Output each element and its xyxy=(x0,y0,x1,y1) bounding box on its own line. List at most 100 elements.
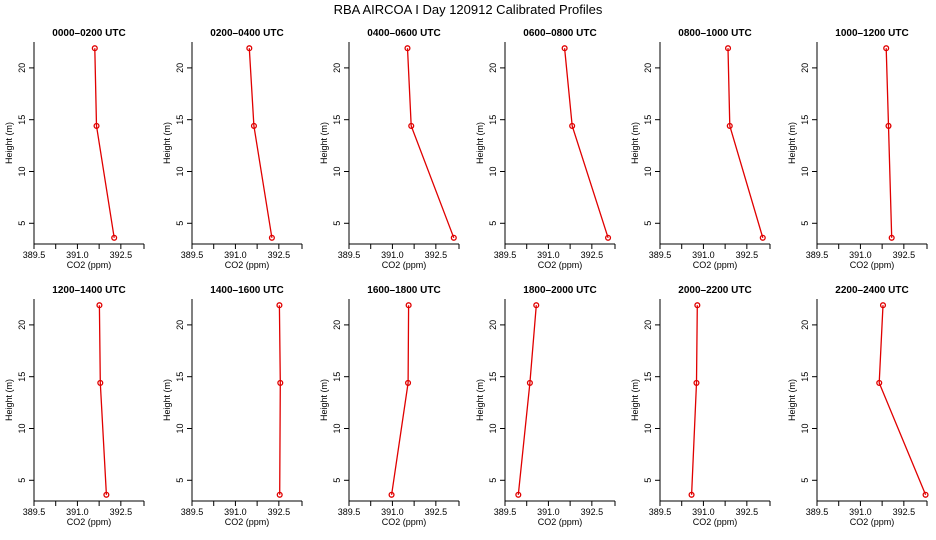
x-axis-label: CO2 (ppm) xyxy=(225,260,270,270)
panel-title: 2200–2400 UTC xyxy=(835,285,908,296)
y-axis-label: Height (m) xyxy=(475,122,485,164)
y-axis-label: Height (m) xyxy=(4,122,14,164)
series-line xyxy=(390,305,410,495)
y-tick-label: 20 xyxy=(488,63,498,73)
x-axis-label: CO2 (ppm) xyxy=(693,517,738,527)
y-tick-label: 15 xyxy=(332,115,342,125)
data-point xyxy=(276,491,283,498)
y-axis-label: Height (m) xyxy=(162,379,172,421)
y-tick-label: 15 xyxy=(800,372,810,382)
data-point xyxy=(268,234,275,241)
panel: 2000–2200 UTC 389.5 391.0 392.5 5 10 15 20 CO2 (… xyxy=(630,285,771,527)
x-axis-label: CO2 (ppm) xyxy=(850,517,895,527)
x-tick-label: 391.0 xyxy=(224,250,247,260)
y-tick-label: 5 xyxy=(643,478,653,483)
y-tick-label: 5 xyxy=(800,478,810,483)
panel-title: 0200–0400 UTC xyxy=(210,28,283,39)
panel-grid: 0000–0200 UTC 389.5 391.0 392.5 5 10 15 20 CO2 (… xyxy=(4,28,929,527)
y-axis-label: Height (m) xyxy=(787,122,797,164)
y-tick-label: 20 xyxy=(488,320,498,330)
x-tick-label: 392.5 xyxy=(268,250,291,260)
data-point xyxy=(759,234,766,241)
y-tick-label: 15 xyxy=(17,372,27,382)
x-tick-label: 391.0 xyxy=(849,250,872,260)
y-tick-label: 5 xyxy=(643,221,653,226)
y-tick-label: 10 xyxy=(800,423,810,433)
y-tick-label: 10 xyxy=(175,423,185,433)
y-axis-label: Height (m) xyxy=(319,122,329,164)
y-tick-label: 15 xyxy=(488,372,498,382)
data-point xyxy=(91,45,98,52)
panel: 1400–1600 UTC 389.5 391.0 392.5 5 10 15 20 CO2 (… xyxy=(162,285,303,527)
y-tick-label: 15 xyxy=(175,372,185,382)
x-tick-label: 391.0 xyxy=(224,507,247,517)
y-axis-label: Height (m) xyxy=(162,122,172,164)
x-tick-label: 392.5 xyxy=(268,507,291,517)
y-tick-label: 5 xyxy=(800,221,810,226)
y-axis-label: Height (m) xyxy=(475,379,485,421)
y-tick-label: 10 xyxy=(643,423,653,433)
data-point xyxy=(526,379,533,386)
panel: 0800–1000 UTC 389.5 391.0 392.5 5 10 15 20 CO2 (… xyxy=(630,28,771,270)
y-tick-label: 10 xyxy=(332,166,342,176)
data-point xyxy=(408,122,415,129)
y-tick-label: 5 xyxy=(17,221,27,226)
x-axis-label: CO2 (ppm) xyxy=(67,517,112,527)
x-tick-label: 391.0 xyxy=(692,250,715,260)
x-tick-label: 389.5 xyxy=(806,507,829,517)
data-point xyxy=(404,45,411,52)
y-tick-label: 20 xyxy=(332,63,342,73)
x-tick-label: 391.0 xyxy=(692,507,715,517)
x-tick-label: 389.5 xyxy=(181,507,204,517)
data-point xyxy=(277,379,284,386)
data-point xyxy=(883,45,890,52)
y-tick-label: 10 xyxy=(17,166,27,176)
x-tick-label: 391.0 xyxy=(381,250,404,260)
data-point xyxy=(724,45,732,52)
x-tick-label: 389.5 xyxy=(649,507,672,517)
series-line xyxy=(248,48,273,238)
y-tick-label: 5 xyxy=(175,478,185,483)
y-tick-label: 20 xyxy=(175,63,185,73)
data-point xyxy=(693,379,700,386)
data-point xyxy=(876,379,883,386)
x-tick-label: 391.0 xyxy=(849,507,872,517)
y-tick-label: 10 xyxy=(332,423,342,433)
data-point xyxy=(450,234,457,241)
x-axis-label: CO2 (ppm) xyxy=(693,260,738,270)
x-axis-label: CO2 (ppm) xyxy=(382,517,427,527)
panel: 1600–1800 UTC 389.5 391.0 392.5 5 10 15 20 CO2 (… xyxy=(319,285,460,527)
x-tick-label: 392.5 xyxy=(581,250,604,260)
data-point xyxy=(879,302,887,309)
series-line xyxy=(517,305,537,495)
x-tick-label: 392.5 xyxy=(736,507,759,517)
y-tick-label: 10 xyxy=(643,166,653,176)
x-axis-label: CO2 (ppm) xyxy=(850,260,895,270)
panel-title: 0600–0800 UTC xyxy=(523,28,596,39)
y-tick-label: 10 xyxy=(488,423,498,433)
data-point xyxy=(276,302,283,309)
panel-title: 0800–1000 UTC xyxy=(678,28,751,39)
data-point xyxy=(93,122,100,129)
data-point xyxy=(97,379,104,386)
y-tick-label: 20 xyxy=(17,320,27,330)
series-line xyxy=(94,48,115,238)
data-point xyxy=(250,122,257,129)
data-point xyxy=(885,122,892,129)
data-point xyxy=(515,491,522,498)
data-point xyxy=(246,45,253,52)
data-point xyxy=(694,302,701,309)
data-point xyxy=(726,122,733,129)
x-tick-label: 392.5 xyxy=(893,507,916,517)
panel: 0200–0400 UTC 389.5 391.0 392.5 5 10 15 20 CO2 (… xyxy=(162,28,303,270)
y-tick-label: 5 xyxy=(488,478,498,483)
y-tick-label: 5 xyxy=(17,478,27,483)
x-axis-label: CO2 (ppm) xyxy=(538,517,583,527)
y-axis-label: Height (m) xyxy=(630,379,640,421)
data-point xyxy=(605,234,612,241)
data-point xyxy=(561,45,568,52)
y-axis-label: Height (m) xyxy=(319,379,329,421)
y-tick-label: 20 xyxy=(332,320,342,330)
y-tick-label: 5 xyxy=(332,478,342,483)
